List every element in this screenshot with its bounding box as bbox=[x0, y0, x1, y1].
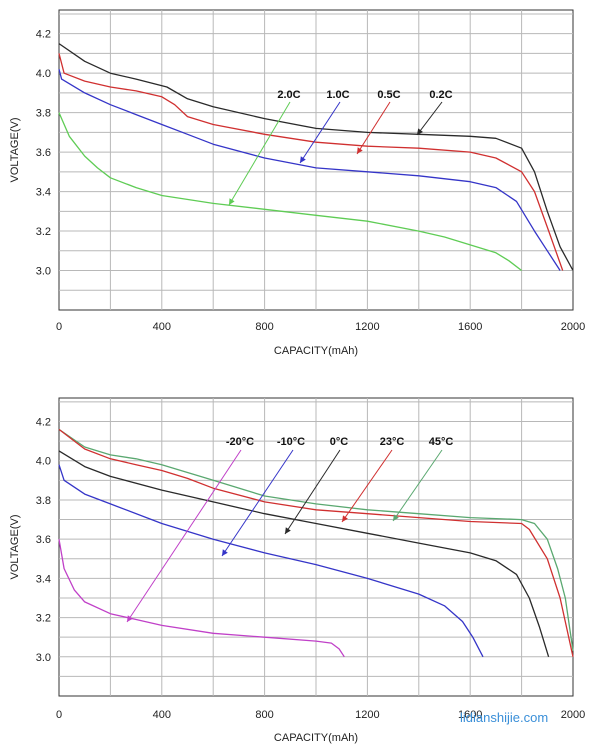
series-line-20c bbox=[58, 112, 522, 272]
x-tick-label: 0 bbox=[56, 709, 62, 721]
annotation-arrow-10c bbox=[299, 101, 341, 164]
annotation-label-minus10c: -10°C bbox=[277, 436, 305, 448]
watermark-text: lidianshijie.com bbox=[460, 710, 548, 725]
annotation-label-20c: 2.0C bbox=[277, 89, 300, 101]
y-tick-label: 3.0 bbox=[36, 652, 51, 664]
annotation-arrowhead-0c bbox=[285, 527, 291, 534]
x-tick-label: 2000 bbox=[561, 709, 585, 721]
rate-discharge-chart: 3.0 3.2 3.4 3.6 3.8 4.0 4.2 0 400 800 1200 1600 2000… bbox=[9, 9, 585, 357]
annotation-label-02c: 0.2C bbox=[429, 89, 452, 101]
y-tick-label: 3.6 bbox=[36, 534, 51, 546]
annotation-arrow-20c bbox=[228, 101, 291, 206]
y-tick-label: 3.2 bbox=[36, 613, 51, 625]
y-tick-label: 4.0 bbox=[36, 68, 51, 80]
y-tick-label: 3.8 bbox=[36, 108, 51, 120]
series-line-23c bbox=[58, 428, 574, 657]
y-tick-label: 3.6 bbox=[36, 147, 51, 159]
x-axis-label: CAPACITY(mAh) bbox=[274, 732, 358, 744]
series-line-02c bbox=[58, 43, 574, 271]
series-line-minus20c bbox=[58, 539, 345, 658]
x-tick-label: 800 bbox=[255, 709, 273, 721]
x-tick-label: 0 bbox=[56, 321, 62, 333]
y-axis-label: VOLTAGE(V) bbox=[9, 515, 21, 580]
temperature-discharge-chart: 3.0 3.2 3.4 3.6 3.8 4.0 4.2 0 400 800 1200 1600 2000… bbox=[9, 397, 585, 744]
annotation-arrowhead-20c bbox=[229, 198, 235, 205]
annotation-label-minus20c: -20°C bbox=[226, 436, 254, 448]
annotation-arrow-minus10c bbox=[221, 449, 294, 557]
y-tick-label: 3.4 bbox=[36, 573, 51, 585]
series-line-10c bbox=[58, 69, 561, 271]
annotation-arrowhead-23c bbox=[342, 515, 348, 522]
annotation-arrowhead-10c bbox=[300, 156, 306, 163]
x-tick-label: 400 bbox=[153, 709, 171, 721]
x-axis-label: CAPACITY(mAh) bbox=[274, 345, 358, 357]
annotation-arrow-0c bbox=[284, 449, 341, 535]
x-tick-label: 1600 bbox=[458, 709, 482, 721]
y-tick-label: 3.0 bbox=[36, 266, 51, 278]
annotation-arrow-23c bbox=[341, 449, 393, 523]
annotation-label-23c: 23°C bbox=[380, 436, 405, 448]
y-tick-label: 3.2 bbox=[36, 226, 51, 238]
annotation-label-05c: 0.5C bbox=[377, 89, 400, 101]
y-tick-label: 3.8 bbox=[36, 495, 51, 507]
x-tick-label: 1200 bbox=[355, 709, 379, 721]
annotation-label-45c: 45°C bbox=[429, 436, 454, 448]
y-axis-label: VOLTAGE(V) bbox=[9, 118, 21, 183]
y-tick-label: 4.0 bbox=[36, 456, 51, 468]
x-tick-label: 800 bbox=[255, 321, 273, 333]
y-tick-label: 4.2 bbox=[36, 29, 51, 41]
series-line-45c bbox=[58, 428, 574, 651]
annotation-arrowhead-02c bbox=[417, 128, 423, 135]
x-tick-label: 400 bbox=[153, 321, 171, 333]
series-line-05c bbox=[58, 53, 564, 271]
series-line-minus10c bbox=[58, 464, 484, 658]
annotation-arrowhead-05c bbox=[357, 147, 363, 154]
annotation-arrow-45c bbox=[392, 449, 443, 522]
x-tick-label: 1200 bbox=[355, 321, 379, 333]
annotation-arrowhead-45c bbox=[393, 514, 399, 521]
annotation-label-10c: 1.0C bbox=[326, 89, 349, 101]
x-tick-label: 1600 bbox=[458, 321, 482, 333]
annotation-arrow-05c bbox=[356, 101, 391, 155]
y-tick-label: 3.4 bbox=[36, 187, 51, 199]
annotation-label-0c: 0°C bbox=[330, 436, 349, 448]
annotation-arrowhead-minus20c bbox=[127, 615, 133, 622]
y-tick-label: 4.2 bbox=[36, 417, 51, 429]
x-tick-label: 2000 bbox=[561, 321, 585, 333]
annotation-arrowhead-minus10c bbox=[222, 549, 228, 556]
series-line-0c bbox=[58, 450, 550, 657]
annotation-arrow-minus20c bbox=[126, 449, 242, 623]
annotation-arrow-02c bbox=[416, 101, 443, 136]
